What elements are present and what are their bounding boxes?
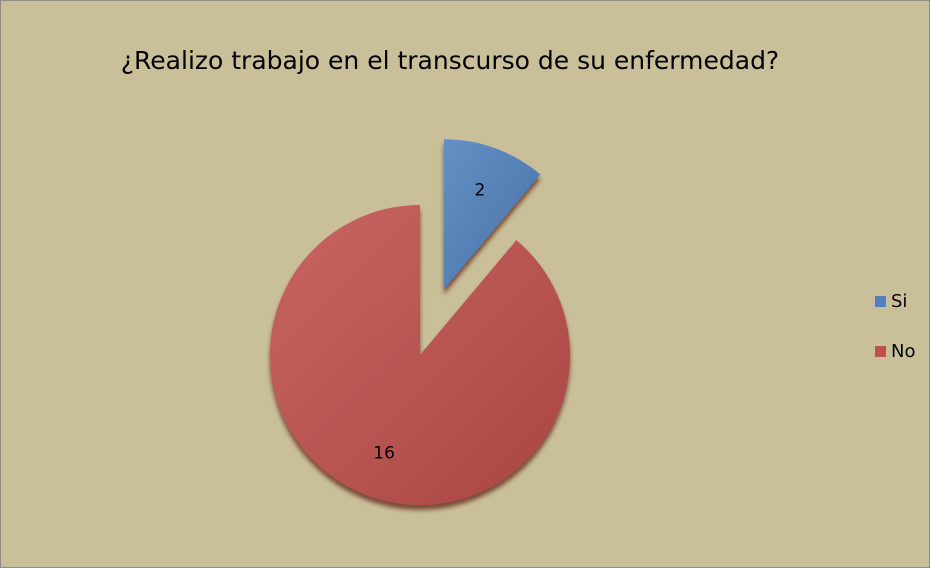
legend-label: No: [891, 341, 915, 362]
slice-shade: [270, 205, 570, 505]
legend-swatch: [875, 346, 886, 357]
legend-label: Si: [891, 291, 907, 312]
slice-shade: [443, 139, 541, 290]
value-label: 16: [373, 444, 395, 464]
legend: Si No: [875, 291, 915, 362]
legend-swatch: [875, 296, 886, 307]
value-label: 2: [474, 181, 485, 201]
labels: 2 16: [373, 181, 485, 464]
pie: [270, 139, 570, 505]
chart-title: ¿Realizo trabajo en el transcurso de su …: [121, 46, 779, 75]
